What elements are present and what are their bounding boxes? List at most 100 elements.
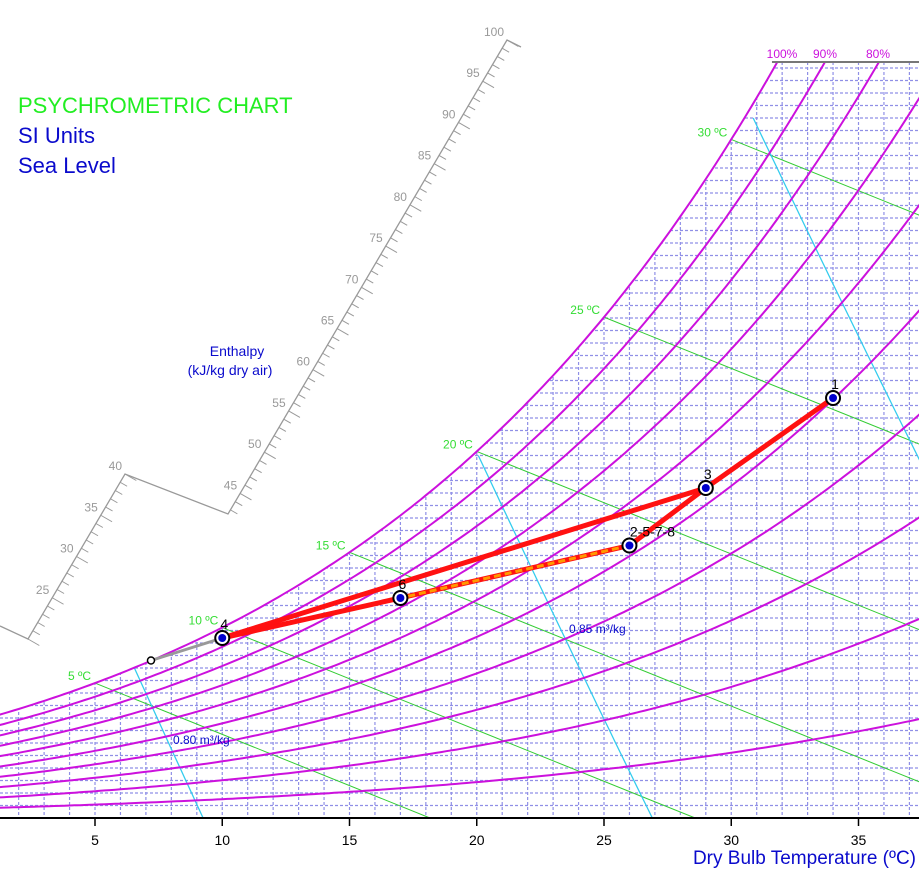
enthalpy-tick [409,204,422,212]
enthalpy-tick [264,451,276,460]
state-point-dot [701,484,710,492]
enthalpy-tick-label: 75 [369,231,383,245]
enthalpy-tick [124,473,137,481]
enthalpy-tick [404,212,413,218]
x-tick-label: 15 [342,832,358,848]
enthalpy-tick [230,509,238,515]
chart-title: PSYCHROMETRIC CHART [18,93,293,118]
enthalpy-tick-label: 90 [442,107,456,121]
rh-curve-30 [0,516,919,789]
enthalpy-tick [477,89,486,94]
state-point-small [146,656,156,665]
altitude-label: Sea Level [18,153,116,178]
enthalpy-tick [453,130,461,136]
enthalpy-tick [239,492,252,501]
wet-bulb-lines [94,138,919,818]
process-line [626,485,709,548]
x-axis: 5 10 15 20 25 30 35 [0,817,919,848]
volume-label: 0.85 m³/kg [569,622,626,636]
state-point-dot [829,394,838,402]
state-point-label: 6 [399,576,407,592]
enthalpy-tick [482,80,495,89]
enthalpy-label: Enthalpy [209,343,265,359]
rh-curve-20 [0,617,919,799]
enthalpy-tick [419,187,427,193]
enthalpy-tick [259,459,267,465]
x-axis-label: Dry Bulb Temperature (ºC) [692,848,916,869]
enthalpy-tick [467,105,476,111]
enthalpy-tick [283,418,292,424]
chart-labels: 5 ºC 10 ºC 15 ºC 20 ºC 25 ºC 30 ºC 0.80 m³/kg 0… [68,47,919,747]
enthalpy-tick [110,498,118,504]
enthalpy-tick [119,481,128,487]
rh-curve-70 [0,96,919,747]
volume-label: 0.80 m³/kg [173,733,230,747]
enthalpy-tick-label: 45 [224,478,238,492]
wet-bulb-line [349,551,919,783]
enthalpy-tick [105,506,113,512]
enthalpy-tick [463,113,471,119]
enthalpy-tick-label: 35 [84,500,98,514]
enthalpy-tick [71,564,79,570]
enthalpy-tick-label: 70 [345,272,359,286]
rh-curves [0,62,919,809]
enthalpy-tick [298,394,306,399]
enthalpy-tick [32,630,41,636]
enthalpy-tick-label: 95 [466,66,480,80]
enthalpy-tick [47,605,55,611]
enthalpy-tick [61,580,70,586]
rh-curve-60 [0,203,919,758]
process-line-gray [150,636,223,662]
enthalpy-tick-label: 85 [418,149,432,163]
enthalpy-tick [42,613,50,619]
process-line-dashed [400,544,630,600]
enthalpy-tick-label: 30 [60,542,74,556]
wet-bulb-label-15: 15 ºC [316,538,346,552]
wet-bulb-label-30: 30 ºC [698,125,728,139]
volume-line [752,117,919,461]
rh-curve-40 [0,413,919,778]
enthalpy-tick [497,56,505,61]
x-tick-label: 10 [214,832,230,848]
rh-label: 80% [866,47,890,61]
process-lines [150,395,836,662]
wet-bulb-label-10: 10 ºC [189,614,219,628]
process-line [219,485,709,641]
enthalpy-tick [336,328,349,336]
enthalpy-tick [235,501,243,507]
enthalpy-tick [288,410,301,418]
rh-curve-10 [0,718,919,809]
enthalpy-tick [312,369,325,377]
volume-line [133,667,204,818]
rh-curve-90 [0,62,827,726]
state-point-label: 2-5-7-8 [630,524,675,540]
enthalpy-tick [244,484,253,490]
enthalpy-tick [115,490,123,495]
enthalpy-tick [52,597,64,605]
enthalpy-tick [254,468,262,474]
enthalpy-tick [375,262,384,268]
enthalpy-tick [100,514,113,523]
enthalpy-tick [327,344,335,350]
enthalpy-scale: 25 30 35 40 45 50 55 60 65 70 75 80 85 90 95 100 [0,25,522,646]
enthalpy-tick [380,253,389,259]
wet-bulb-label-5: 5 ºC [68,669,91,683]
enthalpy-tick [90,531,99,537]
enthalpy-tick [302,385,311,391]
wet-bulb-label-20: 20 ºC [443,437,473,451]
enthalpy-tick [322,352,330,358]
enthalpy-tick [390,237,398,243]
enthalpy-tick [414,196,423,202]
enthalpy-tick [448,138,456,144]
enthalpy-tick [66,572,75,578]
enthalpy-tick [95,523,104,528]
x-tick-label: 25 [596,832,612,848]
enthalpy-tick [307,377,316,383]
enthalpy-tick-label: 40 [109,459,123,473]
rh-curve-50 [0,309,919,768]
enthalpy-tick [400,220,408,226]
enthalpy-tick [370,270,379,276]
x-tick-label: 35 [851,832,867,848]
wet-bulb-line [222,627,696,818]
